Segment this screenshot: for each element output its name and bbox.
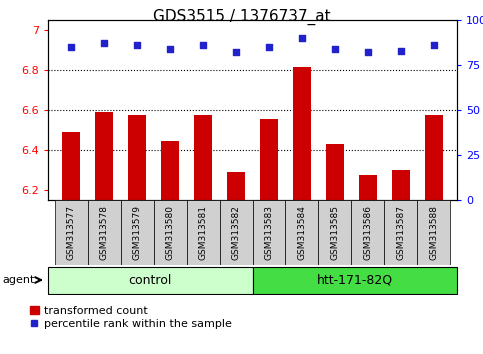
Bar [392, 170, 410, 200]
Point [100, 41, 108, 46]
Text: GDS3515 / 1376737_at: GDS3515 / 1376737_at [153, 9, 330, 25]
Bar [87, 200, 121, 265]
Point [232, 50, 240, 55]
Point [430, 42, 438, 48]
Text: GSM313577: GSM313577 [67, 205, 75, 260]
Text: GSM313585: GSM313585 [330, 205, 340, 260]
Point [166, 46, 174, 52]
Text: GSM313588: GSM313588 [429, 205, 439, 260]
Bar [55, 200, 87, 265]
Text: GSM313580: GSM313580 [166, 205, 174, 260]
Bar [253, 200, 285, 265]
Text: GSM313581: GSM313581 [199, 205, 208, 260]
Bar [384, 200, 417, 265]
Point [298, 35, 306, 41]
Text: htt-171-82Q: htt-171-82Q [317, 274, 393, 286]
Text: GSM313584: GSM313584 [298, 205, 307, 260]
Bar [285, 200, 318, 265]
Text: GSM313579: GSM313579 [132, 205, 142, 260]
Bar [128, 115, 146, 200]
Bar [48, 267, 253, 293]
Bar [95, 112, 113, 200]
Bar [293, 67, 311, 200]
Bar [359, 175, 377, 200]
Bar [62, 132, 80, 200]
Bar [227, 172, 245, 200]
Text: agent: agent [2, 275, 35, 285]
Point [199, 42, 207, 48]
Text: GSM313578: GSM313578 [99, 205, 109, 260]
Bar [425, 115, 443, 200]
Bar [219, 200, 253, 265]
Point [67, 44, 75, 50]
Bar [318, 200, 352, 265]
Legend: transformed count, percentile rank within the sample: transformed count, percentile rank withi… [30, 306, 232, 329]
Bar [352, 200, 384, 265]
Text: control: control [128, 274, 172, 286]
Bar [161, 141, 179, 200]
Point [331, 46, 339, 52]
Point [265, 44, 273, 50]
Text: GSM313586: GSM313586 [363, 205, 372, 260]
Point [133, 42, 141, 48]
Bar [260, 119, 278, 200]
Text: GSM313582: GSM313582 [231, 205, 241, 260]
Bar [194, 115, 212, 200]
Bar [121, 200, 154, 265]
Point [397, 48, 405, 53]
Bar [186, 200, 219, 265]
Text: GSM313583: GSM313583 [265, 205, 273, 260]
Bar [253, 267, 457, 293]
Bar [154, 200, 186, 265]
Point [364, 50, 372, 55]
Bar [326, 144, 344, 200]
Bar [417, 200, 451, 265]
Text: GSM313587: GSM313587 [397, 205, 405, 260]
